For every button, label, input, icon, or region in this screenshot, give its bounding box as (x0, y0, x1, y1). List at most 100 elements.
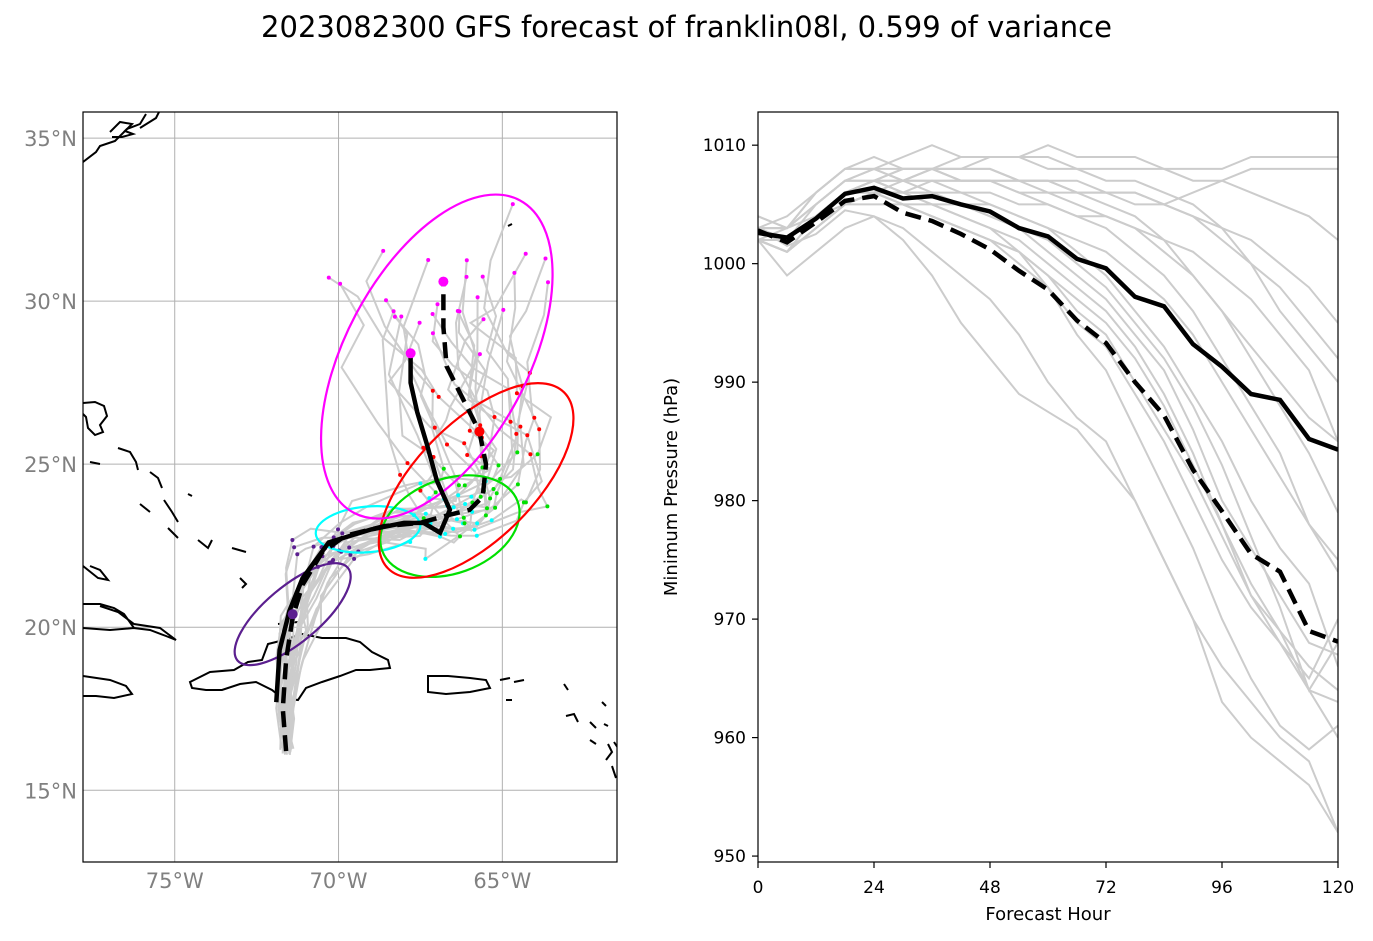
puerto-rico (427, 675, 492, 696)
ensemble-position-dot (496, 463, 501, 468)
ensemble-position-dot (489, 518, 494, 523)
ensemble-position-dot (457, 309, 462, 314)
ensemble-position-dot (430, 388, 435, 393)
ensemble-pressure-line (758, 155, 1338, 573)
x-tick-label: 72 (1095, 878, 1117, 898)
ensemble-position-dot (352, 556, 357, 561)
ensemble-pressure-line (758, 191, 1338, 739)
mean-tracks (274, 276, 489, 752)
ensemble-position-dot (537, 427, 542, 432)
ensemble-position-dot (417, 320, 422, 325)
ensemble-position-dot (477, 352, 482, 357)
mean-position-marker (405, 348, 416, 359)
coastlines (83, 112, 617, 779)
map-tick-labels: 75°W 70°W 65°W 15°N 20°N 25°N 30°N 35°N (24, 127, 531, 893)
ensemble-position-dot (392, 314, 397, 319)
ensemble-position-dot (498, 476, 503, 481)
ensemble-pressure-line (758, 167, 1338, 443)
ensemble-position-dot (435, 302, 440, 307)
mean-pressure-solid (758, 185, 1338, 452)
y-tick-label: 1000 (703, 255, 746, 275)
y-tick-label: 950 (714, 847, 746, 867)
ensemble-position-dot (462, 441, 467, 446)
ensemble-position-dot (467, 428, 472, 433)
jamaica (83, 675, 134, 700)
ensemble-position-dot (418, 488, 423, 493)
pressure-ticks: 0 24 48 72 96 120 950 960 970 980 990 1000 1010 (703, 136, 1354, 898)
ensemble-position-dot (430, 331, 435, 336)
ensemble-position-dot (426, 258, 431, 262)
uncertainty-ellipse (379, 474, 521, 579)
ensemble-position-dot (290, 538, 295, 542)
ensemble-position-dot (292, 545, 297, 550)
ensemble-position-dot (384, 298, 388, 303)
ensemble-position-dot (475, 295, 480, 300)
uncertainty-ellipse (319, 193, 554, 520)
x-axis-label: Forecast Hour (985, 904, 1111, 925)
ensemble-position-dot (518, 424, 523, 429)
ensemble-track (284, 253, 553, 753)
ensemble-pressure-line (758, 215, 1338, 833)
ensemble-pressure-line (758, 191, 1338, 693)
mean-track-solid (274, 353, 453, 703)
map-lon-tick-label: 75°W (146, 869, 204, 893)
y-tick-label: 960 (714, 729, 746, 749)
ensemble-position-dot (433, 490, 438, 495)
map-background (83, 112, 617, 862)
ensemble-position-dot (464, 274, 469, 279)
y-tick-label: 980 (714, 492, 746, 512)
y-tick-label: 970 (714, 610, 746, 630)
ensemble-position-dot (488, 496, 493, 501)
ensemble-position-dot (546, 280, 550, 285)
map-lat-tick-label: 25°N (24, 453, 77, 477)
florida-coast (83, 113, 147, 163)
ensemble-position-dot (515, 482, 520, 487)
ensemble-position-dot (494, 491, 499, 496)
map-frame (82, 111, 618, 863)
ensemble-position-dot (432, 425, 437, 430)
bahamas-islands (89, 447, 248, 589)
ensemble-position-dot (441, 466, 446, 471)
ensemble-position-dot (456, 483, 461, 488)
ensemble-pressure-line (758, 167, 1338, 656)
ensemble-position-dot (418, 481, 423, 486)
ensemble-position-dot (512, 270, 517, 275)
ensemble-position-dot (445, 442, 449, 447)
ensemble-position-dot (475, 521, 480, 526)
ensemble-position-dot (348, 552, 353, 557)
ensemble-track (286, 282, 549, 749)
ensemble-pressure-line (758, 179, 1338, 751)
ensemble-position-dot (421, 516, 426, 521)
ensemble-position-dot (451, 526, 456, 531)
andros-island (83, 400, 109, 437)
ensemble-position-dot (423, 556, 428, 561)
ensemble-position-dot (347, 545, 352, 550)
bermuda (507, 223, 513, 227)
x-tick-label: 0 (753, 878, 764, 898)
ensemble-position-dot (443, 531, 448, 536)
ensemble-position-dot (474, 533, 479, 538)
uncertainty-ellipses (233, 193, 575, 667)
ensemble-position-dot (399, 314, 404, 319)
ensemble-position-dot (493, 505, 498, 510)
ensemble-position-dot (508, 419, 513, 424)
ensemble-position-dot (523, 500, 528, 505)
mean-position-marker (287, 609, 298, 620)
mean-pressure-dashed (758, 193, 1338, 644)
ensemble-position-dot (472, 527, 477, 532)
map-lon-tick-label: 65°W (473, 869, 531, 893)
ensemble-position-dot (462, 483, 467, 488)
mean-pressure-lines (758, 185, 1338, 644)
ensemble-position-dot (492, 415, 497, 419)
hispaniola (188, 632, 392, 702)
ensemble-pressure-line (758, 203, 1338, 691)
ensemble-position-dot (478, 494, 483, 499)
map-lat-tick-label: 20°N (24, 616, 77, 640)
ensemble-position-dot (485, 506, 489, 511)
y-axis-label: Minimum Pressure (hPa) (661, 378, 682, 596)
ensemble-position-dot (528, 452, 533, 457)
ensemble-position-dot (451, 505, 456, 510)
uncertainty-ellipse (377, 382, 575, 579)
